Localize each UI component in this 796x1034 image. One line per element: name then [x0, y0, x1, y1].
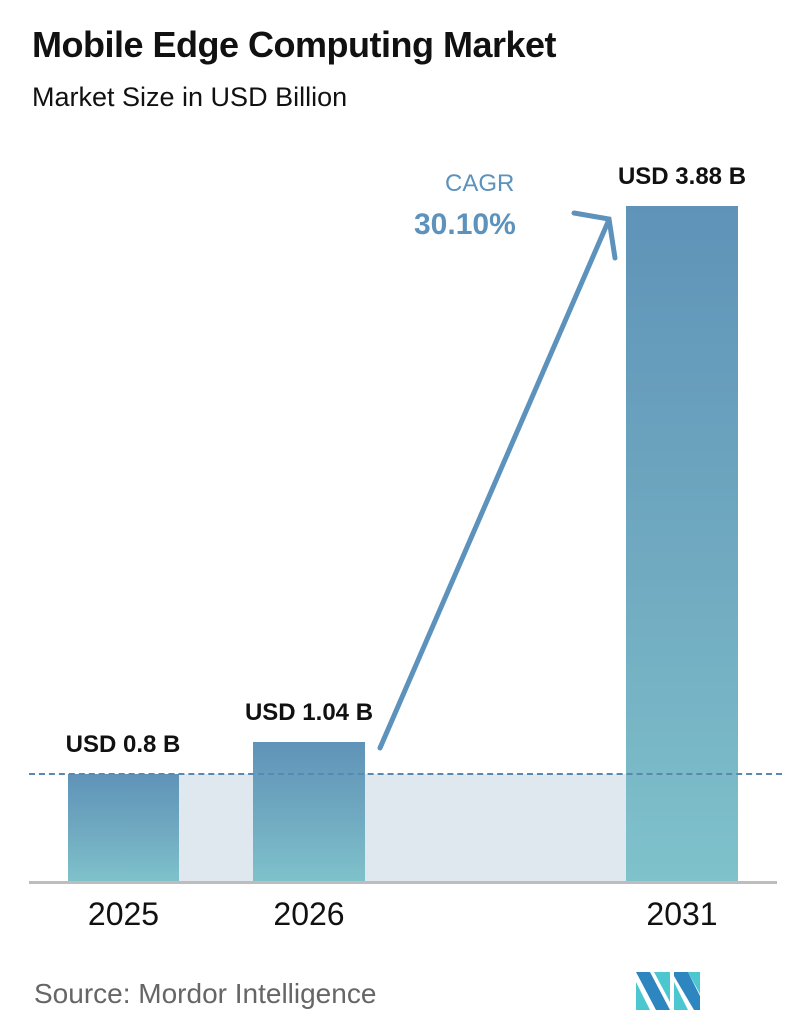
- x-tick-2031: 2031: [646, 896, 718, 932]
- bar-value-label-2026: USD 1.04 B: [244, 699, 374, 726]
- source-label: Source: Mordor Intelligence: [34, 978, 377, 1009]
- cagr-label: CAGR: [445, 170, 515, 197]
- bar-2025: [68, 774, 179, 882]
- bar-2026: [253, 742, 365, 882]
- x-axis-line: [29, 881, 777, 884]
- mordor-intelligence-logo-icon: [636, 972, 700, 1010]
- bar-value-label-2025: USD 0.8 B: [65, 731, 181, 758]
- x-tick-2026: 2026: [273, 896, 345, 932]
- bar-value-label-2031: USD 3.88 B: [617, 163, 747, 190]
- reference-dashed-line: [29, 773, 782, 775]
- chart-title: Mobile Edge Computing Market: [32, 24, 557, 65]
- x-tick-2025: 2025: [87, 896, 160, 932]
- chart-subtitle: Market Size in USD Billion: [32, 82, 348, 112]
- cagr-value: 30.10%: [414, 208, 516, 241]
- bar-2031: [626, 206, 738, 882]
